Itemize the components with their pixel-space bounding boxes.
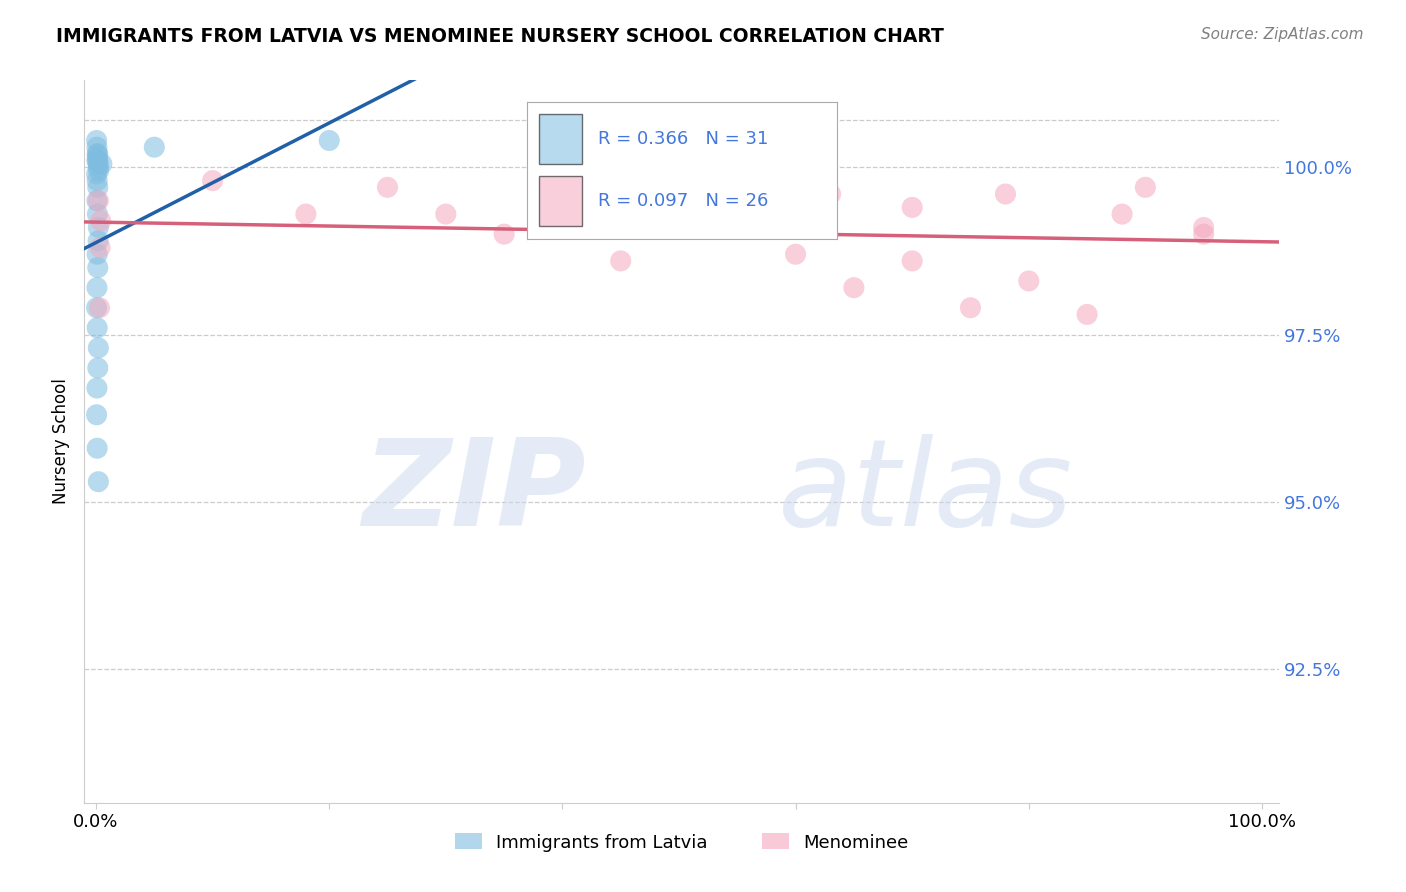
Point [785, 247, 807, 261]
Point [86, 207, 108, 221]
Point [87, 475, 110, 489]
Point [295, 207, 318, 221]
Point [1192, 227, 1215, 242]
Point [87, 180, 110, 194]
Point [994, 187, 1017, 202]
Point [86, 147, 108, 161]
Point [89, 241, 111, 255]
Point [434, 207, 457, 221]
Point [86, 247, 108, 261]
Point [86, 442, 108, 456]
Point [609, 254, 631, 268]
Point [668, 167, 690, 181]
Point [86, 381, 108, 395]
Point [86, 174, 108, 188]
Text: ZIP: ZIP [363, 434, 586, 550]
Point [90, 157, 112, 171]
Point [959, 301, 981, 315]
Point [551, 194, 574, 208]
Text: Source: ZipAtlas.com: Source: ZipAtlas.com [1201, 27, 1364, 42]
Point [143, 140, 166, 154]
Point [87, 234, 110, 248]
Point [90, 214, 112, 228]
Point [87, 194, 110, 208]
Point [318, 134, 340, 148]
Point [87, 260, 110, 275]
Point [1076, 308, 1098, 322]
Point [86, 321, 108, 335]
Legend: Immigrants from Latvia, Menominee: Immigrants from Latvia, Menominee [447, 826, 917, 859]
Point [87, 220, 110, 235]
Point [1192, 220, 1215, 235]
Point [87, 341, 110, 355]
Point [86, 408, 108, 422]
Point [86, 167, 108, 181]
Point [201, 174, 224, 188]
Point [87, 153, 110, 168]
Point [820, 187, 842, 202]
Point [901, 201, 924, 215]
Point [87, 161, 110, 175]
Point [87, 163, 110, 178]
Point [901, 254, 924, 268]
Point [87, 147, 110, 161]
Point [89, 301, 111, 315]
Point [86, 194, 108, 208]
Point [842, 281, 865, 295]
Point [1111, 207, 1133, 221]
Point [87, 361, 110, 376]
Point [1018, 274, 1040, 288]
Point [725, 220, 748, 235]
Y-axis label: Nursery School: Nursery School [52, 378, 70, 505]
Point [1135, 180, 1157, 194]
Point [86, 150, 108, 164]
Point [87, 157, 110, 171]
Text: atlas: atlas [778, 434, 1073, 550]
Point [86, 281, 108, 295]
Point [86, 153, 108, 168]
Point [86, 301, 108, 315]
Text: IMMIGRANTS FROM LATVIA VS MENOMINEE NURSERY SCHOOL CORRELATION CHART: IMMIGRANTS FROM LATVIA VS MENOMINEE NURS… [56, 27, 943, 45]
Point [377, 180, 399, 194]
Point [494, 227, 516, 242]
Point [86, 134, 108, 148]
Point [86, 140, 108, 154]
